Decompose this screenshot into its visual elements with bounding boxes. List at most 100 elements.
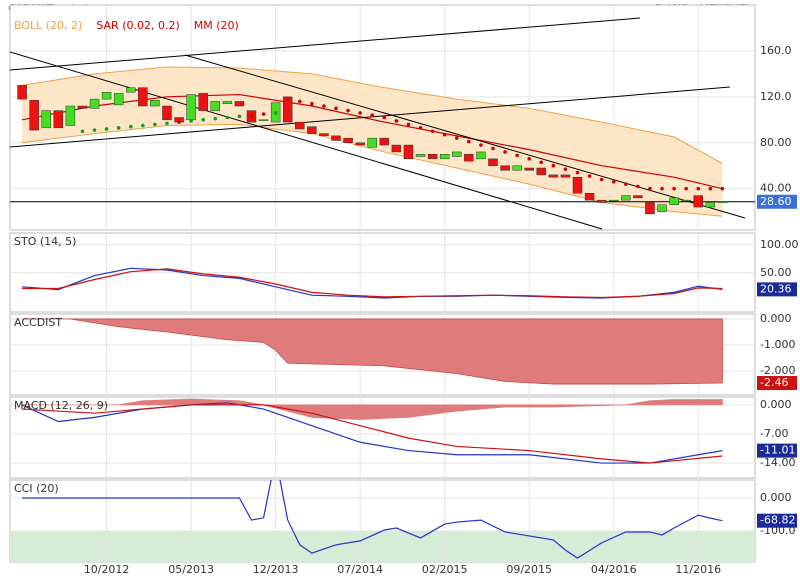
last-value-label: -68.82	[760, 514, 795, 527]
sar-dot	[382, 115, 387, 120]
candle-body	[633, 195, 643, 199]
candle-body	[282, 96, 293, 123]
candle-body	[210, 101, 221, 111]
legend-label: BOLL (20, 2)	[14, 19, 82, 32]
last-value-label: 28.60	[760, 195, 792, 208]
y-tick-label: -1.000	[760, 338, 795, 351]
candle-body	[439, 153, 450, 160]
sar-dot	[648, 186, 652, 191]
candle-body	[391, 144, 402, 153]
x-tick-label: 07/2014	[337, 563, 383, 576]
candle-body	[222, 101, 233, 104]
last-value-label: 20.36	[760, 282, 792, 295]
sar-dot	[660, 186, 664, 191]
candle-body	[234, 101, 245, 107]
sar-dot	[153, 122, 157, 127]
candle-body	[186, 94, 196, 121]
candle-body	[560, 174, 571, 178]
sar-dot	[611, 179, 616, 184]
legend-label: MM (20)	[194, 19, 239, 32]
last-value-box	[757, 194, 797, 209]
candle-body	[379, 137, 390, 146]
y-tick-label: 0.000	[760, 312, 792, 325]
sar-dot	[116, 126, 121, 130]
candle-body	[669, 197, 679, 205]
candle-body	[693, 195, 703, 208]
panel-label: CCI (20)	[14, 482, 59, 495]
bollinger-lower	[22, 123, 723, 217]
candle-body	[572, 176, 583, 194]
y-tick-label: 40.00	[760, 182, 792, 195]
trend-line	[10, 51, 603, 230]
sar-dot	[563, 167, 568, 171]
macd-line	[22, 404, 723, 464]
candle-body	[355, 142, 365, 146]
candle-body	[65, 105, 76, 126]
candle-body	[717, 201, 728, 204]
sar-dot	[503, 150, 507, 154]
sar-dot	[165, 121, 169, 126]
sar-dot	[406, 122, 411, 127]
candle-body	[319, 133, 329, 137]
sar-dot	[467, 139, 471, 144]
x-tick-label: 12/2013	[253, 563, 299, 576]
sar-dot	[575, 170, 580, 175]
candle-body	[403, 144, 414, 160]
sar-dot	[261, 112, 266, 116]
zone	[10, 530, 755, 562]
candle-body	[705, 202, 716, 208]
candle-body	[138, 87, 148, 107]
sar-dot	[720, 186, 725, 191]
sar-dot	[442, 132, 447, 137]
sar-dot	[213, 116, 218, 121]
candle-body	[584, 193, 595, 201]
candle-body	[307, 126, 317, 134]
sar-dot	[527, 157, 532, 161]
plot	[22, 480, 723, 559]
candle-body	[101, 91, 112, 100]
candle-body	[198, 93, 208, 111]
candle-body	[89, 98, 100, 109]
sar-dot	[515, 153, 519, 158]
indicator-area	[22, 318, 723, 385]
last-value-box	[757, 513, 797, 528]
sar-dot	[696, 186, 701, 191]
y-tick-label: 80.00	[760, 136, 792, 149]
sar-dot	[599, 177, 604, 182]
y-tick-label: 0.000	[760, 398, 792, 411]
candle-body	[367, 137, 377, 148]
y-tick-label: 50.00	[760, 266, 792, 279]
sar-dot	[297, 99, 302, 104]
sar-dot	[358, 111, 362, 115]
sar-dot	[189, 119, 193, 123]
candle-body	[17, 85, 27, 100]
sar-dot	[684, 186, 688, 191]
sar-dot	[201, 117, 205, 122]
sar-dot	[708, 186, 713, 191]
candle-body	[500, 165, 510, 171]
candle-body	[427, 153, 438, 160]
y-tick-label: -14.00	[760, 456, 795, 469]
sar-dot	[394, 119, 399, 123]
last-value-label: -11.01	[760, 444, 795, 457]
candle-body	[41, 110, 51, 129]
sar-dot	[624, 182, 628, 186]
plot	[22, 318, 723, 385]
plot	[10, 17, 755, 230]
candle-body	[645, 202, 655, 215]
candle-body	[29, 100, 39, 131]
sar-dot	[418, 126, 423, 130]
trend-line	[10, 17, 641, 71]
sar-dot	[322, 104, 326, 108]
candle-body	[77, 105, 88, 109]
macd-line	[21, 402, 723, 464]
last-value-label: -2.46	[760, 376, 788, 389]
candle-body	[488, 158, 498, 166]
candle-body	[343, 137, 353, 144]
candle-body	[657, 204, 667, 212]
sar-dot	[491, 146, 495, 151]
candle-body	[125, 87, 136, 93]
last-value-box	[757, 443, 797, 458]
sar-dot	[370, 113, 375, 118]
